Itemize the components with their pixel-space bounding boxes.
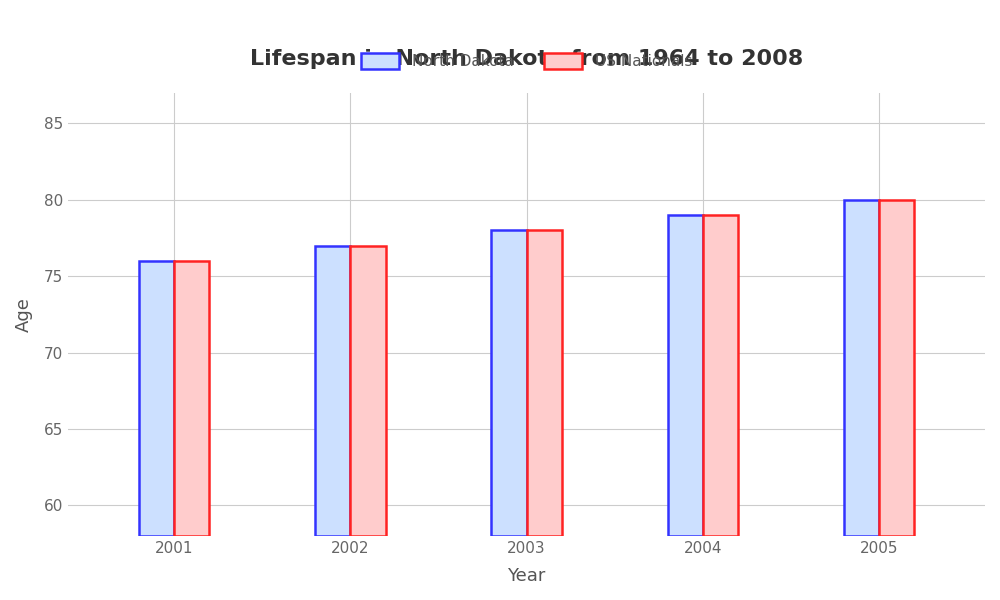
Bar [174, 261, 209, 536]
Bar [491, 230, 527, 536]
Bar [315, 245, 350, 536]
X-axis label: Year: Year [507, 567, 546, 585]
Bar [668, 215, 703, 536]
Bar [879, 200, 914, 536]
Title: Lifespan in North Dakota from 1964 to 2008: Lifespan in North Dakota from 1964 to 20… [250, 49, 803, 69]
Bar [527, 230, 562, 536]
Bar [350, 245, 386, 536]
Bar [139, 261, 174, 536]
Bar [703, 215, 738, 536]
Legend: North Dakota, US Nationals: North Dakota, US Nationals [355, 47, 698, 76]
Bar [844, 200, 879, 536]
Y-axis label: Age: Age [15, 297, 33, 332]
